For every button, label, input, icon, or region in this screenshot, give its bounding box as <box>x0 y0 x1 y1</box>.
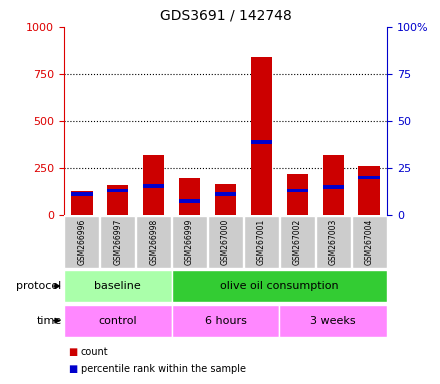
Bar <box>143 155 165 215</box>
Text: time: time <box>37 316 62 326</box>
Title: GDS3691 / 142748: GDS3691 / 142748 <box>160 9 291 23</box>
Text: GSM266997: GSM266997 <box>113 219 122 265</box>
Text: 6 hours: 6 hours <box>205 316 246 326</box>
Bar <box>323 155 344 215</box>
Text: GSM267002: GSM267002 <box>293 219 302 265</box>
Bar <box>107 189 128 192</box>
FancyBboxPatch shape <box>172 270 387 302</box>
Text: GSM266996: GSM266996 <box>77 219 86 265</box>
FancyBboxPatch shape <box>136 215 171 268</box>
Text: ■: ■ <box>68 347 77 357</box>
FancyBboxPatch shape <box>352 215 387 268</box>
Bar <box>251 140 272 144</box>
Text: GSM266999: GSM266999 <box>185 219 194 265</box>
FancyBboxPatch shape <box>279 305 387 336</box>
Text: protocol: protocol <box>16 281 62 291</box>
FancyBboxPatch shape <box>244 215 279 268</box>
FancyBboxPatch shape <box>208 215 243 268</box>
Text: GSM267001: GSM267001 <box>257 219 266 265</box>
Bar <box>286 189 308 192</box>
Bar <box>286 174 308 215</box>
Bar <box>215 192 236 196</box>
Bar <box>359 166 380 215</box>
Bar <box>251 57 272 215</box>
Bar <box>359 175 380 179</box>
FancyBboxPatch shape <box>64 270 172 302</box>
FancyBboxPatch shape <box>315 215 351 268</box>
Text: GSM266998: GSM266998 <box>149 219 158 265</box>
Text: ■: ■ <box>68 364 77 374</box>
Text: control: control <box>99 316 137 326</box>
Bar <box>71 190 92 215</box>
Bar <box>107 185 128 215</box>
Text: 3 weeks: 3 weeks <box>311 316 356 326</box>
Text: count: count <box>81 347 108 357</box>
Text: GSM267003: GSM267003 <box>329 219 338 265</box>
Bar <box>71 192 92 196</box>
FancyBboxPatch shape <box>64 215 99 268</box>
FancyBboxPatch shape <box>172 215 207 268</box>
Text: GSM267000: GSM267000 <box>221 219 230 265</box>
Text: olive oil consumption: olive oil consumption <box>220 281 339 291</box>
FancyBboxPatch shape <box>172 305 279 336</box>
Text: baseline: baseline <box>94 281 141 291</box>
Bar <box>179 178 200 215</box>
Bar <box>215 184 236 215</box>
FancyBboxPatch shape <box>100 215 136 268</box>
Text: percentile rank within the sample: percentile rank within the sample <box>81 364 246 374</box>
FancyBboxPatch shape <box>280 215 315 268</box>
Text: GSM267004: GSM267004 <box>365 219 374 265</box>
FancyBboxPatch shape <box>64 305 172 336</box>
Bar <box>323 185 344 189</box>
Bar <box>143 184 165 188</box>
Bar <box>179 199 200 203</box>
